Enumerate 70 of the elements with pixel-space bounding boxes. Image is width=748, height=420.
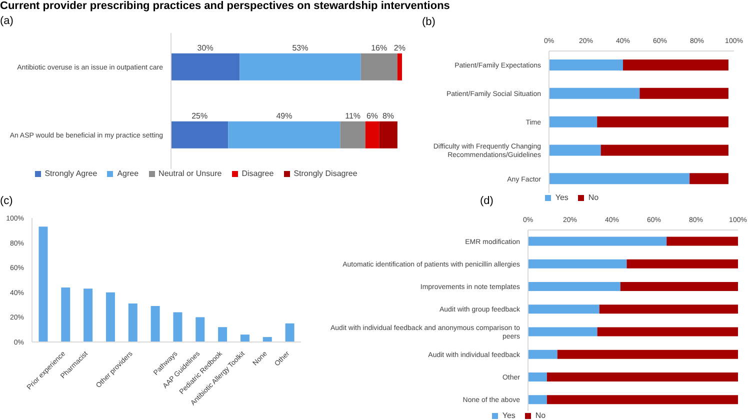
bar (666, 236, 738, 246)
bar (61, 287, 70, 342)
data-label: 16% (371, 43, 388, 52)
bar (528, 282, 620, 292)
bar (128, 304, 138, 342)
chart-title: (c) (0, 195, 14, 209)
legend-label: Yes (555, 193, 568, 202)
legend-label: Neutral or Unsure (158, 169, 222, 178)
bar (600, 144, 728, 156)
bar (196, 317, 205, 342)
data-label: 53% (292, 43, 308, 52)
bar (397, 53, 402, 80)
legend-label: Yes (502, 411, 516, 420)
data-label: 49% (276, 111, 292, 120)
legend-label: Agree (117, 169, 139, 178)
bar (360, 53, 398, 80)
bar (173, 312, 182, 342)
bar (38, 226, 48, 342)
bar (549, 173, 690, 184)
bar (546, 395, 738, 404)
legend-label: No (535, 411, 546, 420)
bar (690, 173, 728, 184)
bar (640, 88, 728, 99)
bar (549, 88, 640, 99)
data-label: 11% (345, 111, 361, 120)
data-label: 8% (382, 111, 394, 120)
bar (379, 121, 398, 148)
legend-label: Disagree (242, 169, 274, 178)
bar (528, 236, 667, 246)
bar (365, 121, 380, 148)
bar (549, 144, 601, 156)
bar (549, 60, 623, 71)
bar (228, 121, 340, 148)
legend-label: Strongly Agree (44, 169, 98, 178)
bar (528, 350, 558, 359)
data-label: 30% (197, 43, 214, 52)
bar (285, 323, 294, 342)
legend-label: Strongly Disagree (294, 169, 358, 178)
bar (528, 372, 547, 382)
data-label: 2% (394, 43, 406, 52)
chart-title: Current provider prescribing practices and perspectives on stewardship interventions (0, 0, 450, 14)
bar (218, 327, 228, 342)
bar (557, 350, 738, 359)
bar (240, 334, 250, 342)
bar (546, 372, 738, 382)
bar (597, 327, 738, 336)
bar (528, 327, 598, 336)
bar (240, 53, 361, 80)
bar (528, 259, 627, 268)
bar (150, 306, 160, 342)
legend-label: No (588, 193, 599, 202)
data-label: 25% (192, 111, 208, 120)
bar (620, 282, 738, 292)
bar (106, 292, 115, 342)
bar (597, 116, 728, 128)
bar (262, 337, 272, 342)
bar (340, 121, 366, 148)
data-label: 6% (366, 111, 378, 120)
text: (b) (421, 16, 436, 30)
bar (171, 53, 240, 80)
bar (549, 116, 598, 128)
bar (528, 395, 547, 404)
chart-title: (d) (480, 195, 494, 207)
bar (623, 60, 728, 71)
bar (171, 121, 228, 148)
text: (a) (0, 15, 14, 29)
bar (84, 288, 93, 342)
bar (599, 304, 738, 314)
bar (626, 259, 738, 268)
bar (528, 304, 600, 314)
